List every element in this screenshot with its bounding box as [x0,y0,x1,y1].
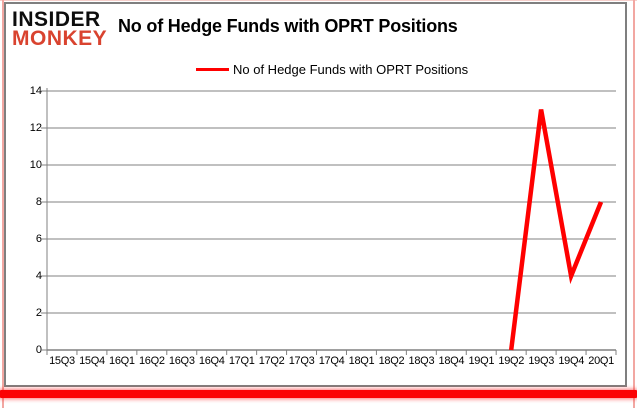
y-tick-label: 6 [35,233,42,245]
x-tick-label: 17Q2 [258,355,285,367]
x-tick-label: 17Q1 [228,355,255,367]
series-line [508,109,604,351]
x-tick-label: 18Q3 [408,355,435,367]
y-tick-label: 12 [29,122,42,134]
x-tick-label: 20Q1 [588,355,614,367]
x-tick-label: 15Q4 [79,355,105,367]
y-tick-label: 4 [35,270,42,282]
bottom-red-bar [0,390,637,398]
y-tick-label: 2 [35,307,42,319]
y-tick-label: 0 [35,344,42,356]
chart-frame: INSIDER MONKEY No of Hedge Funds with OP… [4,2,627,387]
brand-insider-text: INSIDER [12,8,101,31]
x-tick-label: 16Q4 [198,355,225,367]
y-tick-label: 8 [35,196,42,208]
insider-monkey-logo: INSIDER MONKEY [12,8,108,51]
x-tick-label: 18Q1 [348,355,375,367]
y-tick-label: 10 [29,159,42,171]
legend: No of Hedge Funds with OPRT Positions [196,62,468,77]
legend-label: No of Hedge Funds with OPRT Positions [233,62,469,77]
plot-area [41,88,617,355]
y-axis-labels: 0 2 4 6 8 10 12 14 [14,4,42,385]
y-tick-label: 14 [29,85,42,97]
page-top-accent [0,0,637,1]
x-tick-label: 16Q2 [138,355,165,367]
x-tick-label: 19Q1 [468,355,495,367]
x-tick-label: 17Q4 [318,355,345,367]
x-tick-label: 16Q3 [168,355,195,367]
page-left-accent [2,0,4,408]
x-tick-label: 18Q2 [378,355,405,367]
x-tick-label: 19Q2 [498,355,525,367]
x-tick-label: 18Q4 [438,355,465,367]
chart-title: No of Hedge Funds with OPRT Positions [118,16,458,36]
brand-monkey-text: MONKEY [12,27,108,51]
x-tick-label: 16Q1 [109,355,135,367]
x-tick-label: 19Q3 [528,355,555,367]
x-axis-labels: 15Q3 15Q4 16Q1 16Q2 16Q3 16Q4 17Q1 17Q2 17Q3 17Q4… [47,355,616,367]
legend-line-swatch [196,68,229,71]
x-tick-label: 19Q4 [558,355,585,367]
page-right-accent [633,0,635,408]
x-tick-label: 15Q3 [49,355,75,367]
x-tick-label: 17Q3 [288,355,315,367]
